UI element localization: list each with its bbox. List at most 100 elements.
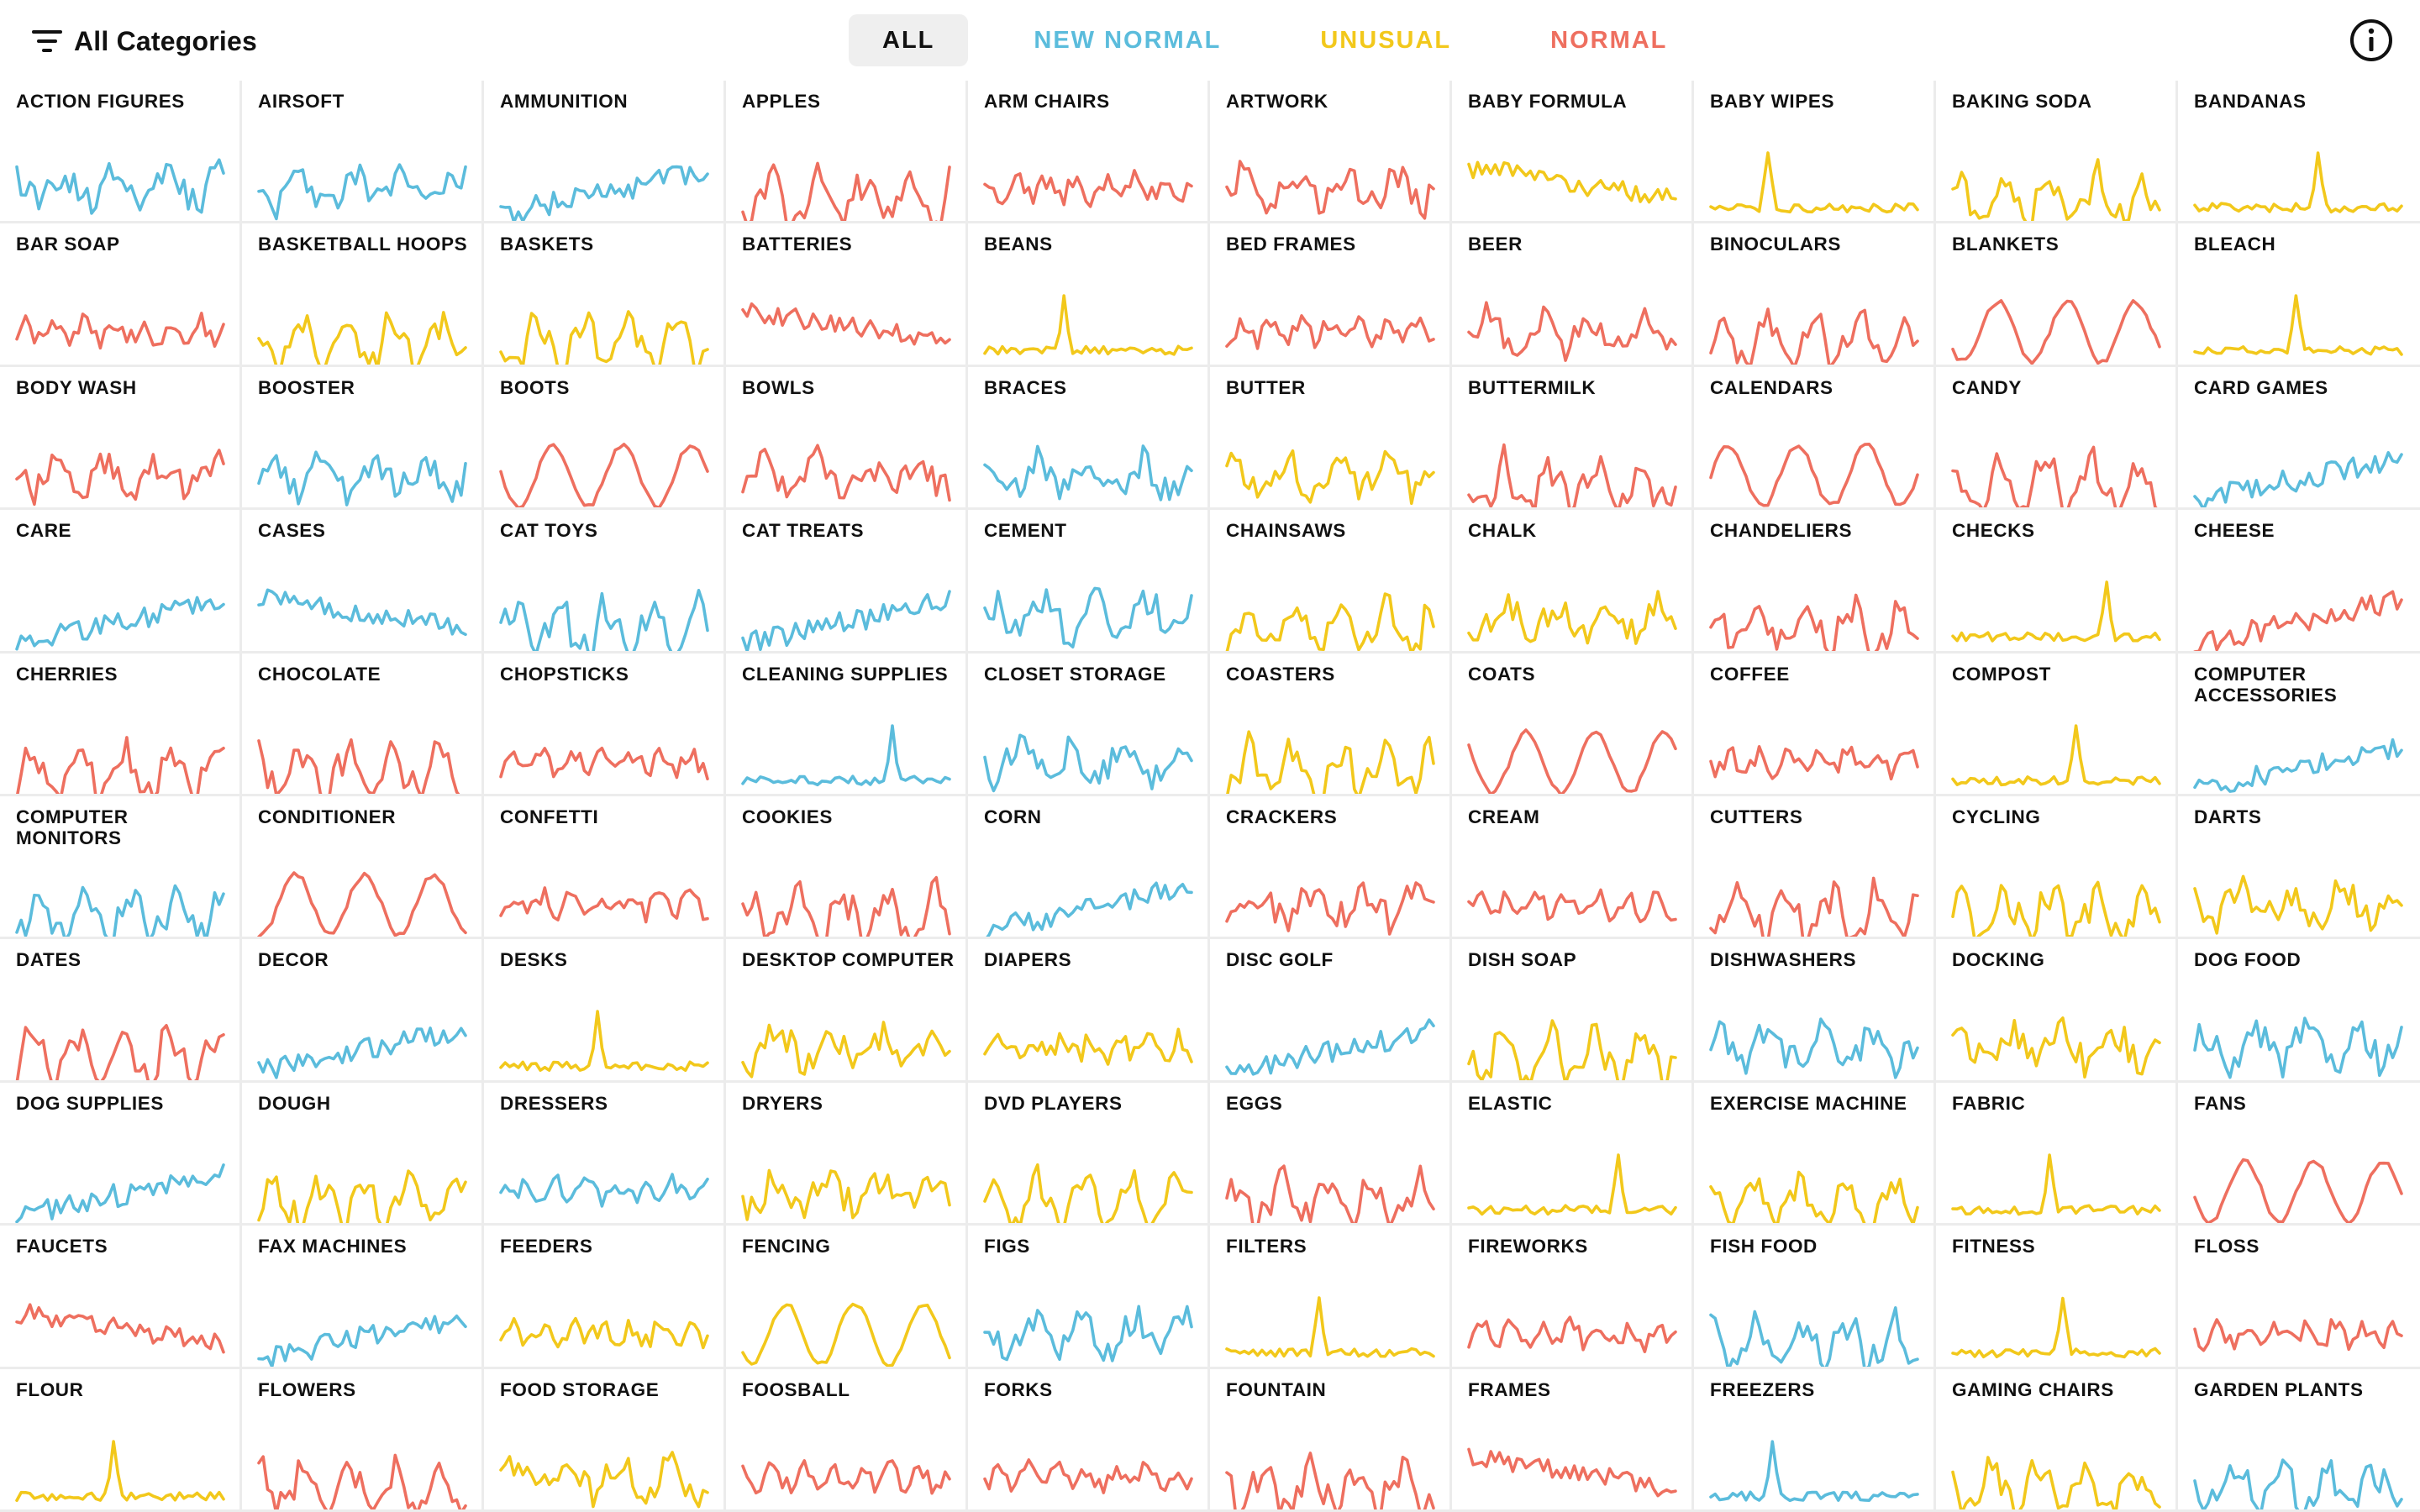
- category-card[interactable]: CRACKERS: [1210, 795, 1452, 940]
- category-card[interactable]: ACTION FIGURES: [0, 81, 242, 224]
- category-card[interactable]: COFFEE: [1694, 653, 1936, 796]
- category-card[interactable]: BOWLS: [726, 366, 968, 511]
- category-card[interactable]: CHANDELIERS: [1694, 510, 1936, 654]
- category-filter-button[interactable]: All Categories: [32, 20, 257, 62]
- category-card[interactable]: CHOPSTICKS: [484, 653, 726, 796]
- category-card[interactable]: FAX MACHINES: [242, 1226, 484, 1369]
- category-card[interactable]: COASTERS: [1210, 653, 1452, 796]
- category-card[interactable]: CONDITIONER: [242, 795, 484, 940]
- category-card[interactable]: BRACES: [968, 366, 1210, 511]
- category-card[interactable]: DECOR: [242, 939, 484, 1083]
- category-card[interactable]: FOOD STORAGE: [484, 1368, 726, 1512]
- category-card[interactable]: FLOUR: [0, 1368, 242, 1512]
- category-card[interactable]: GARDEN PLANTS: [2178, 1368, 2420, 1512]
- category-card[interactable]: EXERCISE MACHINE: [1694, 1082, 1936, 1226]
- category-card[interactable]: COATS: [1452, 653, 1694, 796]
- category-card[interactable]: CYCLING: [1936, 795, 2178, 940]
- category-card[interactable]: BEER: [1452, 223, 1694, 367]
- category-card[interactable]: FABRIC: [1936, 1082, 2178, 1226]
- category-card[interactable]: BLEACH: [2178, 223, 2420, 367]
- category-card[interactable]: BASKETBALL HOOPS: [242, 223, 484, 367]
- category-card[interactable]: CEMENT: [968, 510, 1210, 654]
- category-card[interactable]: COMPUTER MONITORS: [0, 795, 242, 940]
- category-card[interactable]: DARTS: [2178, 795, 2420, 940]
- category-card[interactable]: ARTWORK: [1210, 81, 1452, 224]
- tab-all[interactable]: ALL: [849, 14, 969, 66]
- category-card[interactable]: FISH FOOD: [1694, 1226, 1936, 1369]
- category-card[interactable]: FEEDERS: [484, 1226, 726, 1369]
- category-card[interactable]: CORN: [968, 795, 1210, 940]
- category-card[interactable]: DVD PLAYERS: [968, 1082, 1210, 1226]
- category-card[interactable]: BODY WASH: [0, 366, 242, 511]
- category-card[interactable]: BOOTS: [484, 366, 726, 511]
- category-card[interactable]: CHERRIES: [0, 653, 242, 796]
- category-card[interactable]: COMPOST: [1936, 653, 2178, 796]
- category-card[interactable]: CASES: [242, 510, 484, 654]
- category-card[interactable]: DISC GOLF: [1210, 939, 1452, 1083]
- category-card[interactable]: CHECKS: [1936, 510, 2178, 654]
- category-card[interactable]: CLOSET STORAGE: [968, 653, 1210, 796]
- category-card[interactable]: BUTTERMILK: [1452, 366, 1694, 511]
- category-card[interactable]: CLEANING SUPPLIES: [726, 653, 968, 796]
- info-icon[interactable]: [2349, 18, 2394, 63]
- category-card[interactable]: FIREWORKS: [1452, 1226, 1694, 1369]
- category-card[interactable]: BASKETS: [484, 223, 726, 367]
- category-card[interactable]: BED FRAMES: [1210, 223, 1452, 367]
- category-card[interactable]: CALENDARS: [1694, 366, 1936, 511]
- category-card[interactable]: BLANKETS: [1936, 223, 2178, 367]
- category-card[interactable]: BUTTER: [1210, 366, 1452, 511]
- category-card[interactable]: DISH SOAP: [1452, 939, 1694, 1083]
- category-card[interactable]: CAT TREATS: [726, 510, 968, 654]
- category-card[interactable]: FLOSS: [2178, 1226, 2420, 1369]
- category-card[interactable]: FREEZERS: [1694, 1368, 1936, 1512]
- category-card[interactable]: CARE: [0, 510, 242, 654]
- category-card[interactable]: FORKS: [968, 1368, 1210, 1512]
- category-card[interactable]: CREAM: [1452, 795, 1694, 940]
- category-card[interactable]: CONFETTI: [484, 795, 726, 940]
- category-card[interactable]: DOCKING: [1936, 939, 2178, 1083]
- category-card[interactable]: CANDY: [1936, 366, 2178, 511]
- category-card[interactable]: COOKIES: [726, 795, 968, 940]
- category-card[interactable]: CUTTERS: [1694, 795, 1936, 940]
- tab-new-normal[interactable]: NEW NORMAL: [1034, 26, 1222, 54]
- category-card[interactable]: DIAPERS: [968, 939, 1210, 1083]
- category-card[interactable]: DRYERS: [726, 1082, 968, 1226]
- category-card[interactable]: BANDANAS: [2178, 81, 2420, 224]
- category-card[interactable]: FRAMES: [1452, 1368, 1694, 1512]
- category-card[interactable]: DOUGH: [242, 1082, 484, 1226]
- category-card[interactable]: ARM CHAIRS: [968, 81, 1210, 224]
- category-card[interactable]: FIGS: [968, 1226, 1210, 1369]
- category-card[interactable]: DOG FOOD: [2178, 939, 2420, 1083]
- category-card[interactable]: FLOWERS: [242, 1368, 484, 1512]
- category-card[interactable]: CHEESE: [2178, 510, 2420, 654]
- category-card[interactable]: AIRSOFT: [242, 81, 484, 224]
- category-card[interactable]: BOOSTER: [242, 366, 484, 511]
- category-card[interactable]: FAUCETS: [0, 1226, 242, 1369]
- category-card[interactable]: FENCING: [726, 1226, 968, 1369]
- category-card[interactable]: DRESSERS: [484, 1082, 726, 1226]
- category-card[interactable]: FILTERS: [1210, 1226, 1452, 1369]
- category-card[interactable]: BINOCULARS: [1694, 223, 1936, 367]
- category-card[interactable]: EGGS: [1210, 1082, 1452, 1226]
- category-card[interactable]: BAKING SODA: [1936, 81, 2178, 224]
- category-card[interactable]: DOG SUPPLIES: [0, 1082, 242, 1226]
- category-card[interactable]: BABY WIPES: [1694, 81, 1936, 224]
- tab-unusual[interactable]: UNUSUAL: [1320, 26, 1452, 54]
- category-card[interactable]: ELASTIC: [1452, 1082, 1694, 1226]
- category-card[interactable]: CARD GAMES: [2178, 366, 2420, 511]
- category-card[interactable]: BATTERIES: [726, 223, 968, 367]
- category-card[interactable]: DISHWASHERS: [1694, 939, 1936, 1083]
- category-card[interactable]: DESKS: [484, 939, 726, 1083]
- category-card[interactable]: FITNESS: [1936, 1226, 2178, 1369]
- category-card[interactable]: DESKTOP COMPUTER: [726, 939, 968, 1083]
- category-card[interactable]: GAMING CHAIRS: [1936, 1368, 2178, 1512]
- category-card[interactable]: CHAINSAWS: [1210, 510, 1452, 654]
- category-card[interactable]: COMPUTER ACCESSORIES: [2178, 653, 2420, 796]
- category-card[interactable]: FOOSBALL: [726, 1368, 968, 1512]
- category-card[interactable]: DATES: [0, 939, 242, 1083]
- category-card[interactable]: CAT TOYS: [484, 510, 726, 654]
- category-card[interactable]: FANS: [2178, 1082, 2420, 1226]
- category-card[interactable]: CHALK: [1452, 510, 1694, 654]
- tab-normal[interactable]: NORMAL: [1550, 26, 1668, 54]
- category-card[interactable]: AMMUNITION: [484, 81, 726, 224]
